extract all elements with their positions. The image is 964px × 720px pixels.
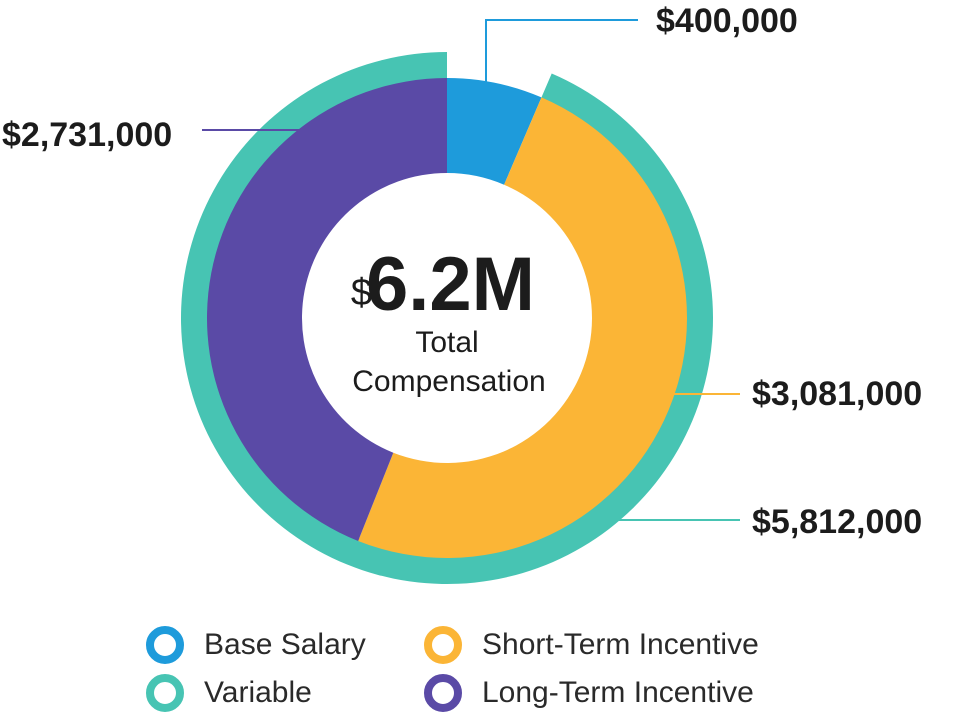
legend-ring-icon [146,626,184,664]
chart-rings [181,52,714,585]
legend-label: Variable [204,676,312,709]
short-term-incentive-value-label: $3,081,000 [752,375,922,413]
center-total-amount: 6.2M [366,242,535,327]
legend-ring-icon [424,626,462,664]
legend-ring-icon [146,674,184,712]
legend-label: Long-Term Incentive [482,676,754,709]
center-total: $ 6.2M Total Compensation [351,242,546,398]
label-leaders [202,19,740,521]
chart-legend: Base Salary Short-Term Incentive Variabl… [140,626,820,716]
legend-item-variable: Variable [146,674,312,712]
center-caption-line1: Total [415,326,478,359]
legend-label: Short-Term Incentive [482,628,759,661]
long-term-incentive-value-label: $2,731,000 [2,116,172,154]
donut-slice-base-salary [447,78,542,185]
base-salary-leader-line [485,19,638,84]
legend-label: Base Salary [204,628,366,661]
legend-item-long-term-incentive: Long-Term Incentive [424,674,754,712]
base-salary-value-label: $400,000 [656,2,798,40]
legend-item-short-term-incentive: Short-Term Incentive [424,626,759,664]
legend-item-base-salary: Base Salary [146,626,366,664]
center-caption-line2: Compensation [352,365,545,398]
donut-slice-short-term-incentive [358,97,687,558]
variable-value-label: $5,812,000 [752,503,922,541]
donut-slice-long-term-incentive [207,78,447,541]
legend-ring-icon [424,674,462,712]
center-currency-symbol: $ [351,272,372,314]
